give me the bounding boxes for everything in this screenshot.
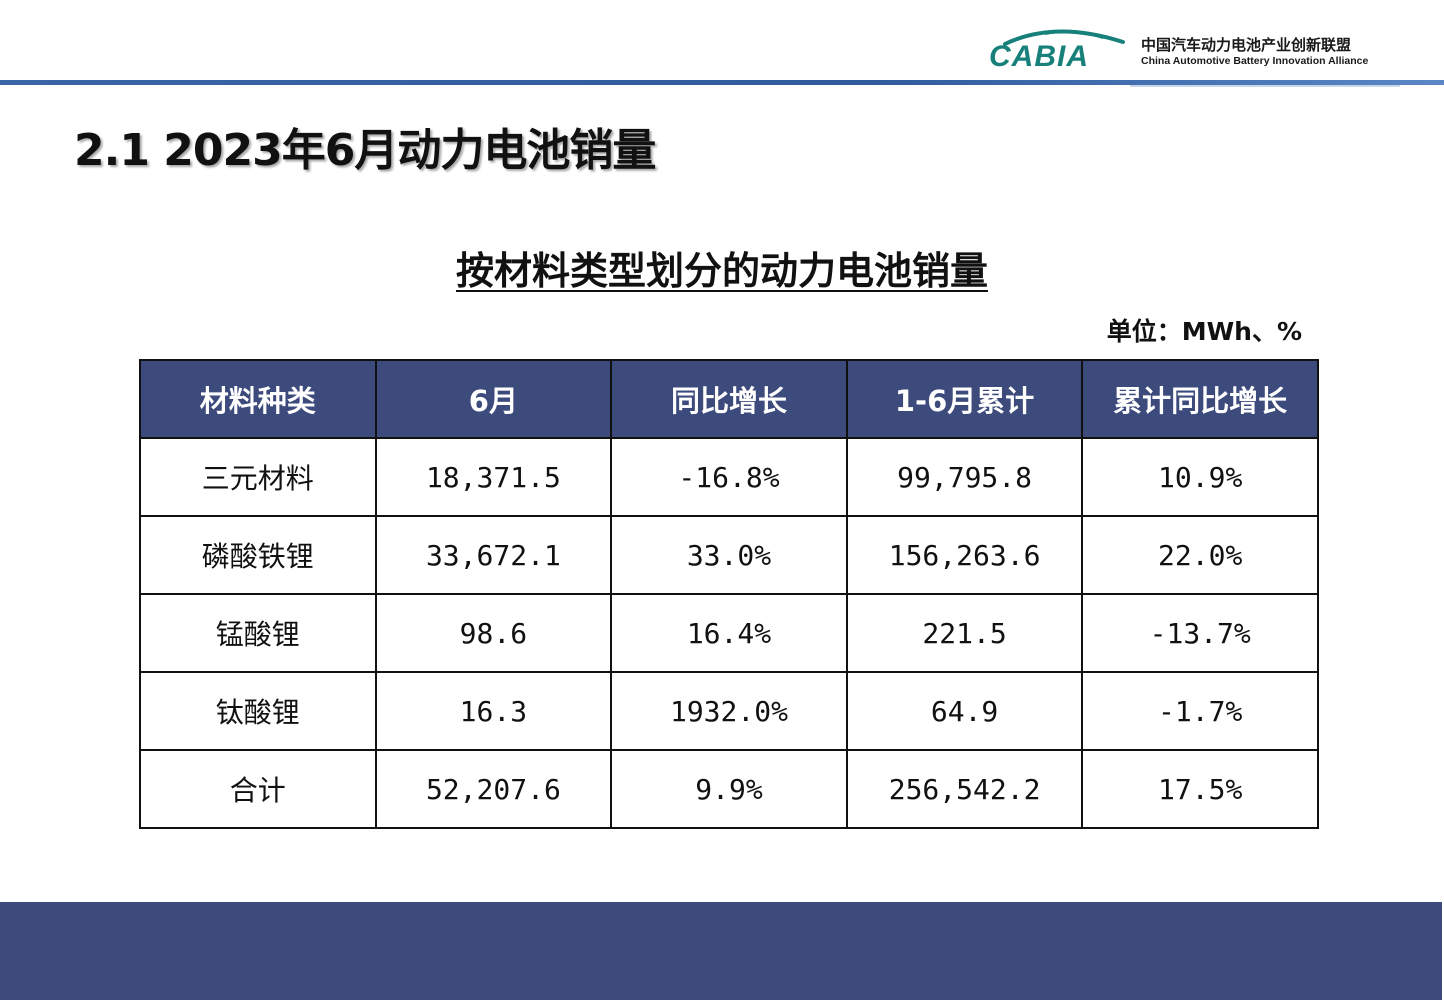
material-cell: 锰酸锂 <box>139 593 377 673</box>
cabia-logo: CABIA 中国汽车动力电池产业创新联盟 China Automotive Ba… <box>985 22 1405 72</box>
table-row: 锰酸锂 98.6 16.4% 221.5 -13.7% <box>139 593 1319 673</box>
material-cell: 合计 <box>139 749 377 829</box>
yoy-cell: -16.8% <box>610 437 848 517</box>
org-name-cn: 中国汽车动力电池产业创新联盟 <box>1141 36 1352 54</box>
june-cell: 33,672.1 <box>374 515 613 595</box>
ytd-cell: 156,263.6 <box>845 515 1084 595</box>
ytd-yoy-cell: -1.7% <box>1081 671 1319 751</box>
header-material: 材料种类 <box>139 359 377 439</box>
table-title: 按材料类型划分的动力电池销量 <box>455 249 988 293</box>
table-header-row: 材料种类 6月 同比增长 1-6月累计 累计同比增长 <box>139 359 1319 439</box>
header-ytd: 1-6月累计 <box>845 359 1084 439</box>
unit-label: 单位：MWh、% <box>1106 317 1302 346</box>
material-cell: 钛酸锂 <box>139 671 377 751</box>
yoy-cell: 9.9% <box>610 749 848 829</box>
june-cell: 18,371.5 <box>374 437 613 517</box>
ytd-yoy-cell: 22.0% <box>1081 515 1319 595</box>
ytd-yoy-cell: 17.5% <box>1081 749 1319 829</box>
june-cell: 16.3 <box>374 671 613 751</box>
cabia-logo-text: CABIA <box>989 40 1089 70</box>
table-row: 三元材料 18,371.5 -16.8% 99,795.8 10.9% <box>139 437 1319 517</box>
table-row: 磷酸铁锂 33,672.1 33.0% 156,263.6 22.0% <box>139 515 1319 595</box>
ytd-cell: 99,795.8 <box>845 437 1084 517</box>
yoy-cell: 16.4% <box>610 593 848 673</box>
ytd-yoy-cell: -13.7% <box>1081 593 1319 673</box>
top-rule <box>0 80 1444 85</box>
june-cell: 52,207.6 <box>374 749 613 829</box>
org-name-en: China Automotive Battery Innovation Alli… <box>1141 55 1369 67</box>
table-title-wrap: 按材料类型划分的动力电池销量 <box>0 240 1444 295</box>
ytd-cell: 256,542.2 <box>845 749 1084 829</box>
yoy-cell: 33.0% <box>610 515 848 595</box>
header-june: 6月 <box>374 359 613 439</box>
table-row: 钛酸锂 16.3 1932.0% 64.9 -1.7% <box>139 671 1319 751</box>
ytd-cell: 221.5 <box>845 593 1084 673</box>
ytd-cell: 64.9 <box>845 671 1084 751</box>
header-ytd-yoy: 累计同比增长 <box>1081 359 1319 439</box>
material-cell: 磷酸铁锂 <box>139 515 377 595</box>
header-yoy: 同比增长 <box>610 359 848 439</box>
footer-band <box>0 902 1442 1000</box>
section-title: 2.1 2023年6月动力电池销量 <box>74 125 656 176</box>
ytd-yoy-cell: 10.9% <box>1081 437 1319 517</box>
cabia-logo-mark: CABIA <box>989 29 1125 70</box>
yoy-cell: 1932.0% <box>610 671 848 751</box>
june-cell: 98.6 <box>374 593 613 673</box>
material-cell: 三元材料 <box>139 437 377 517</box>
sales-table: 材料种类 6月 同比增长 1-6月累计 累计同比增长 三元材料 18,371.5… <box>139 359 1319 829</box>
table-row-total: 合计 52,207.6 9.9% 256,542.2 17.5% <box>139 749 1319 829</box>
top-rule-accent <box>1130 85 1400 87</box>
